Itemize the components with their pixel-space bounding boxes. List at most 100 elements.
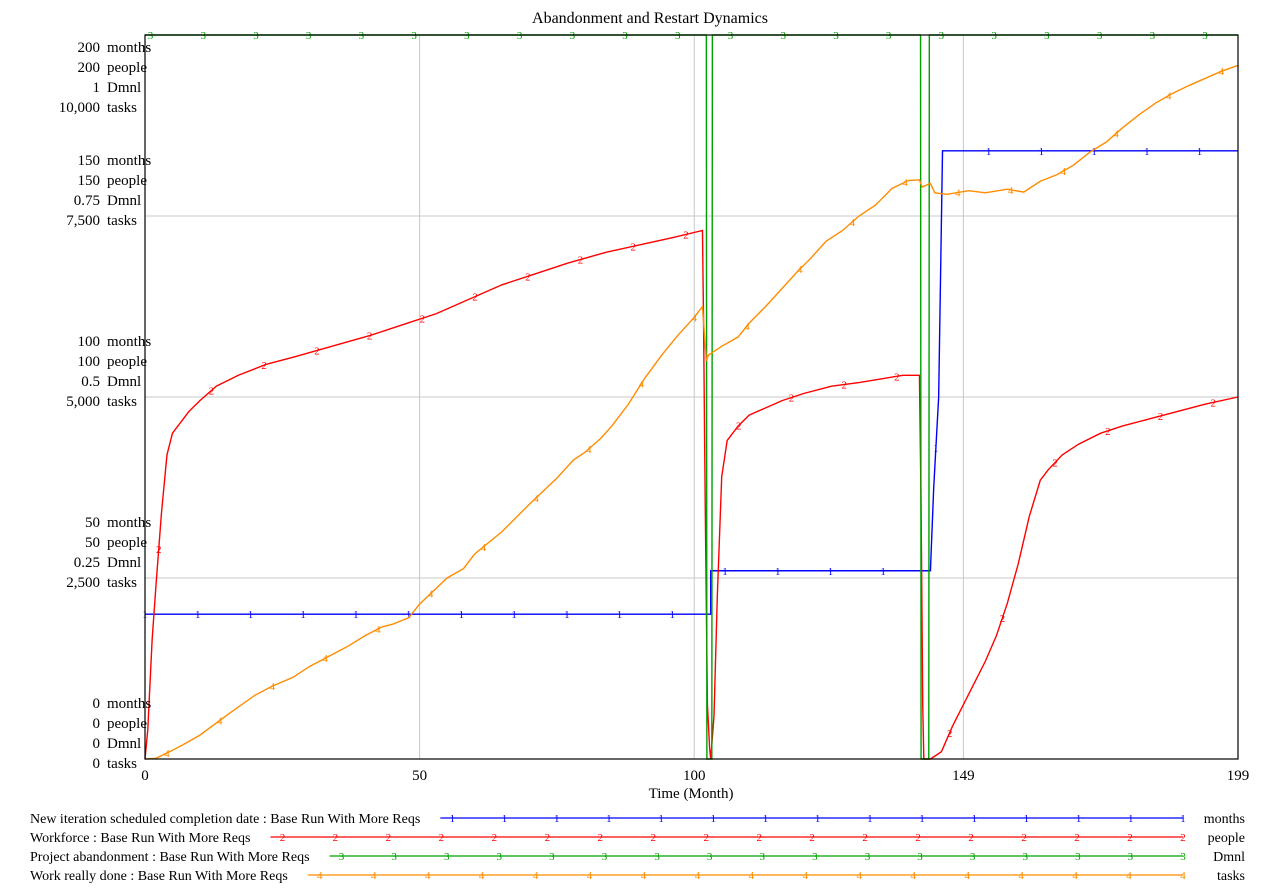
series-marker: 1	[1091, 146, 1097, 158]
y-tick-unit: months	[107, 40, 151, 56]
series-marker: 3	[570, 30, 576, 42]
series-marker: 2	[841, 379, 847, 391]
y-tick-unit: people	[107, 535, 147, 551]
legend-marker: 3	[707, 851, 713, 863]
series-marker: 4	[902, 177, 908, 189]
legend-marker: 2	[915, 832, 921, 844]
y-tick-unit: tasks	[107, 100, 137, 116]
legend-marker: 1	[1076, 813, 1082, 825]
legend-marker: 1	[815, 813, 821, 825]
legend-marker: 2	[439, 832, 445, 844]
series-marker: 2	[420, 313, 426, 325]
series-marker: 4	[270, 681, 276, 693]
series-marker: 1	[248, 609, 254, 621]
series-marker: 4	[1008, 185, 1014, 197]
series-marker: 3	[1202, 30, 1208, 42]
y-tick-label: 7,500	[66, 213, 100, 229]
legend-marker: 3	[1128, 851, 1134, 863]
legend-marker: 2	[280, 832, 286, 844]
series-marker: 1	[880, 566, 886, 578]
legend-marker: 1	[711, 813, 717, 825]
y-tick-label: 0	[93, 736, 101, 752]
legend-marker: 2	[1180, 832, 1186, 844]
y-tick-label: 200	[78, 60, 101, 76]
x-axis-label: Time (Month)	[649, 786, 734, 802]
y-tick-unit: people	[107, 716, 147, 732]
y-tick-label: 0.25	[74, 555, 100, 571]
legend-marker: 3	[549, 851, 555, 863]
legend-marker: 1	[450, 813, 456, 825]
y-tick-unit: tasks	[107, 394, 137, 410]
legend-marker: 2	[756, 832, 762, 844]
legend-marker: 4	[749, 870, 755, 882]
series-marker: 4	[955, 187, 961, 199]
series-marker: 3	[148, 30, 154, 42]
legend-marker: 1	[763, 813, 769, 825]
legend-marker: 2	[598, 832, 604, 844]
series-marker: 2	[1000, 613, 1006, 625]
y-tick-label: 0	[93, 696, 101, 712]
y-tick-unit: tasks	[107, 213, 137, 229]
legend-marker: 2	[333, 832, 339, 844]
legend-marker: 4	[1072, 870, 1078, 882]
series-marker: 2	[1052, 457, 1058, 469]
legend-marker: 2	[386, 832, 392, 844]
series-marker: 4	[375, 624, 381, 636]
y-tick-unit: people	[107, 173, 147, 189]
legend-marker: 2	[651, 832, 657, 844]
legend-marker: 3	[339, 851, 345, 863]
series-marker: 3	[622, 30, 628, 42]
y-tick-unit: people	[107, 354, 147, 370]
legend-marker: 1	[919, 813, 925, 825]
series-marker: 2	[367, 331, 373, 343]
series-marker: 4	[164, 748, 170, 760]
legend-marker: 4	[1180, 870, 1186, 882]
y-tick-label: 150	[78, 153, 101, 169]
legend-marker: 1	[658, 813, 664, 825]
legend-marker: 3	[1180, 851, 1186, 863]
legend-marker: 3	[812, 851, 818, 863]
y-tick-unit: Dmnl	[107, 193, 141, 209]
legend-marker: 1	[1024, 813, 1030, 825]
legend-marker: 2	[492, 832, 498, 844]
series-marker: 3	[675, 30, 681, 42]
series-marker: 1	[828, 566, 834, 578]
grid	[145, 35, 1238, 759]
y-tick-label: 0	[93, 716, 101, 732]
y-tick-unit: Dmnl	[107, 736, 141, 752]
y-axis: 200 months 200 people 1 Dmnl 10,000 tasks 150 mon…	[59, 40, 152, 772]
legend-marker: 1	[971, 813, 977, 825]
legend-marker: 3	[760, 851, 766, 863]
series-marker: 3	[411, 30, 417, 42]
y-tick-unit: months	[107, 153, 151, 169]
series-marker: 1	[1197, 146, 1203, 158]
series-line	[144, 64, 1239, 760]
legend-marker: 4	[910, 870, 916, 882]
legend-marker: 2	[968, 832, 974, 844]
legend-marker: 3	[1022, 851, 1028, 863]
y-tick-label: 2,500	[66, 575, 100, 591]
legend-marker: 1	[867, 813, 873, 825]
series-marker: 4	[1061, 166, 1067, 178]
legend-marker: 1	[502, 813, 508, 825]
series-marker: 3	[833, 30, 839, 42]
legend-marker: 4	[533, 870, 539, 882]
legend-marker: 3	[917, 851, 923, 863]
y-tick-label: 5,000	[66, 394, 100, 410]
y-tick-label: 0.75	[74, 193, 100, 209]
series-marker: 1	[459, 609, 465, 621]
y-tick-label: 100	[78, 334, 101, 350]
y-tick-label: 200	[78, 40, 101, 56]
series-marker: 2	[1105, 426, 1111, 438]
series-marker: 4	[586, 444, 592, 456]
series-marker: 4	[639, 378, 645, 390]
legend-marker: 4	[479, 870, 485, 882]
x-tick-label: 149	[952, 768, 975, 784]
series-layer: 1 1 1 1 1 1 1 1 1 1 11 1 1 111 1 1 1 12222222222222222222…	[142, 30, 1239, 760]
legend-marker: 4	[425, 870, 431, 882]
y-tick-unit: months	[107, 696, 151, 712]
series-marker: 2	[736, 420, 742, 432]
plot-frame	[144, 34, 1239, 760]
series-marker: 3	[991, 30, 997, 42]
series-marker: 1	[986, 146, 992, 158]
